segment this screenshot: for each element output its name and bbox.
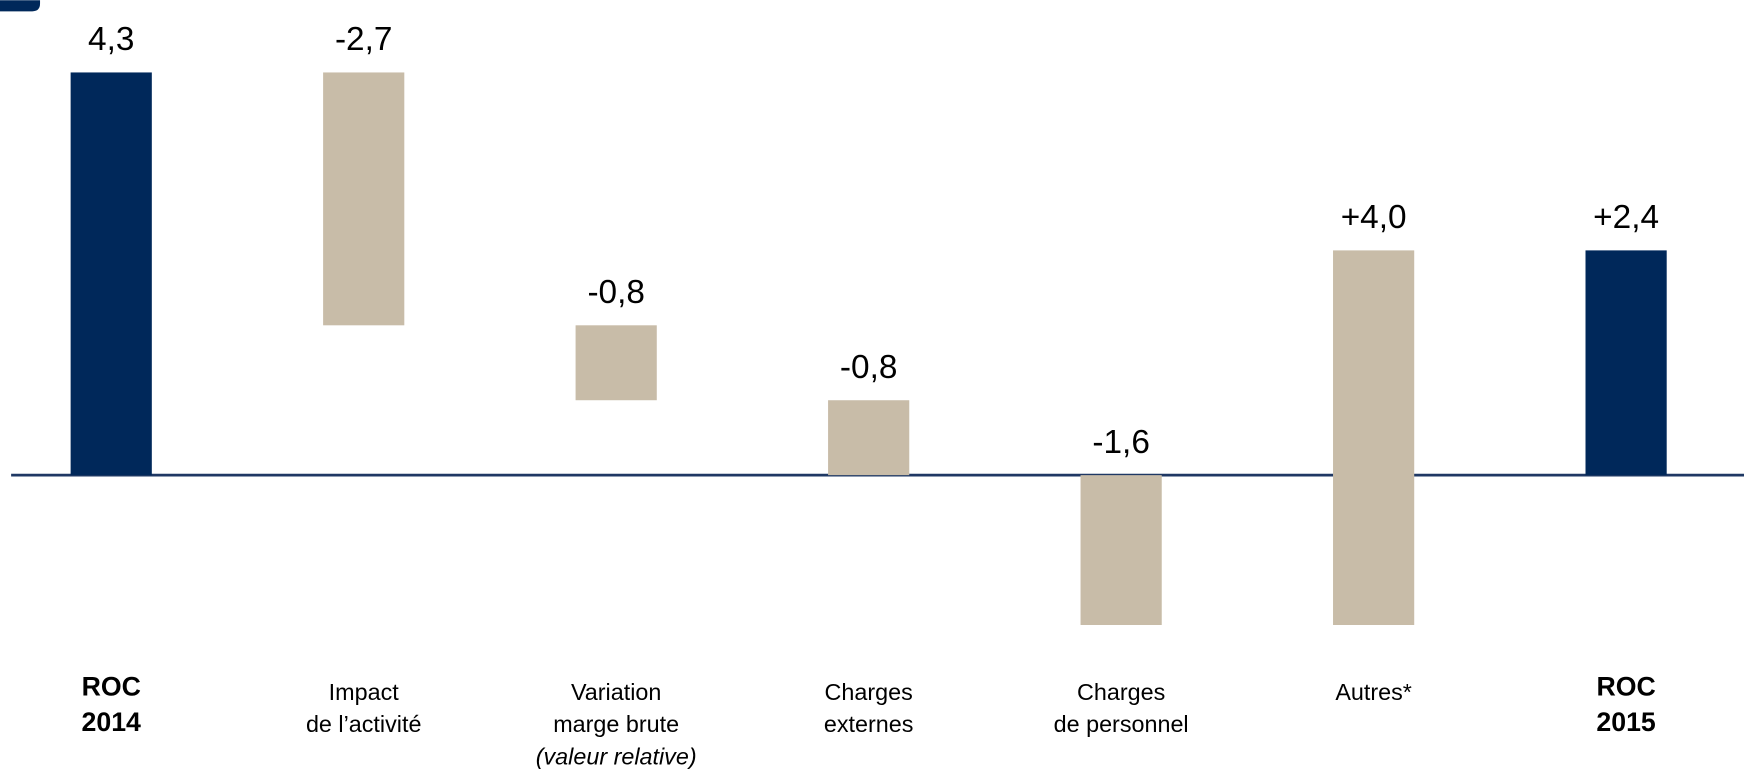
x-tick-label: Charges [1077, 679, 1165, 705]
value-label: -2,7 [335, 21, 392, 58]
x-tick-label: Impact [329, 679, 400, 705]
bar [1080, 475, 1162, 625]
bar [70, 72, 152, 476]
x-tick-label: 2015 [1596, 707, 1656, 737]
x-tick-label: 2014 [82, 707, 142, 737]
x-tick-label: de l’activité [306, 711, 421, 737]
x-tick-label: ROC [82, 671, 141, 701]
x-tick-label: externes [824, 711, 914, 737]
value-label: -0,8 [840, 349, 897, 386]
value-label: +2,4 [1593, 199, 1659, 236]
x-tick-label: Charges [825, 679, 913, 705]
bar [828, 400, 910, 476]
x-tick-label: de personnel [1054, 711, 1189, 737]
value-label: -1,6 [1092, 424, 1149, 461]
x-tick-label: ROC [1596, 671, 1655, 701]
value-label: -0,8 [587, 274, 644, 311]
value-label: +4,0 [1341, 199, 1407, 236]
bar [1585, 250, 1667, 476]
bar [575, 325, 657, 401]
x-tick-label: (valeur relative) [536, 743, 697, 769]
corner-tab [0, 0, 41, 12]
bar [1333, 250, 1415, 625]
x-tick-label: marge brute [553, 711, 679, 737]
x-tick-label: Variation [571, 679, 661, 705]
value-label: 4,3 [88, 21, 134, 58]
bar [323, 72, 405, 326]
x-tick-label: Autres* [1335, 679, 1412, 705]
